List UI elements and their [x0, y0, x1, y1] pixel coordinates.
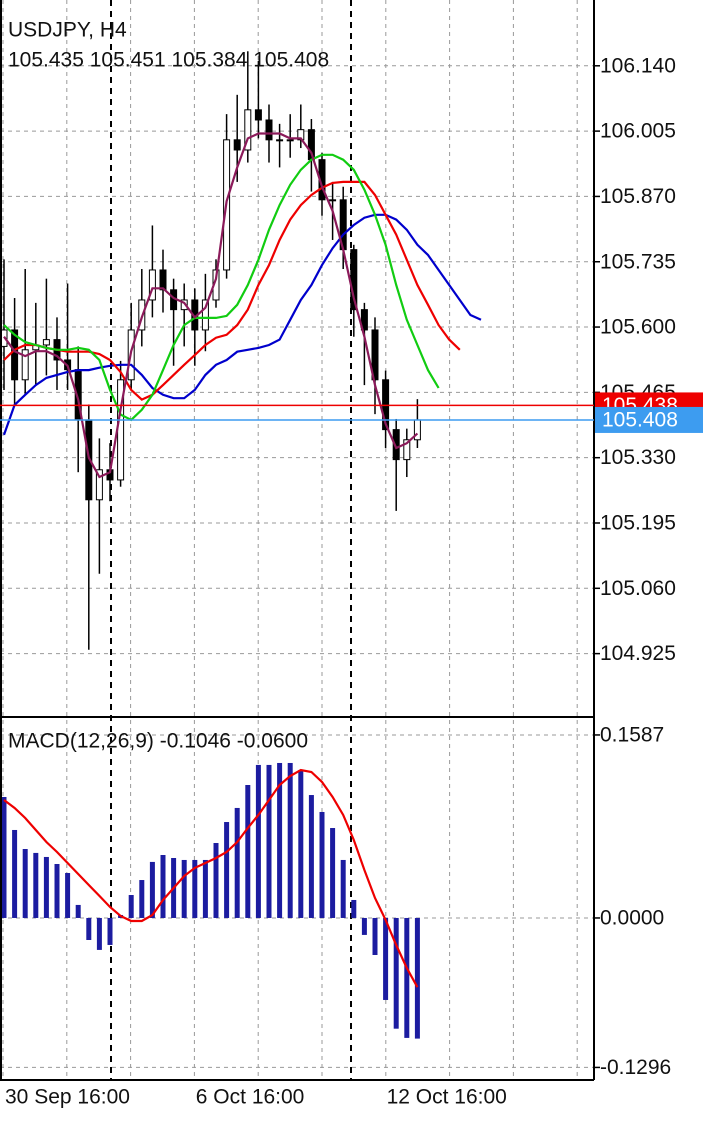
- macd-bar: [33, 852, 39, 918]
- candle-body: [233, 139, 241, 151]
- indicator-line: [3, 153, 440, 422]
- macd-bar: [308, 795, 314, 918]
- macd-bar: [139, 880, 145, 918]
- candle-body: [286, 139, 294, 142]
- candle-body: [329, 199, 337, 202]
- macd-bar: [277, 762, 283, 918]
- candle-body: [371, 329, 379, 381]
- macd-bar: [372, 917, 378, 955]
- y-tick-label: 106.005: [600, 120, 676, 143]
- candle-body: [265, 119, 273, 141]
- candle-body: [21, 349, 29, 381]
- macd-bar: [404, 917, 410, 1038]
- macd-bar: [22, 849, 28, 918]
- macd-bar: [75, 904, 81, 918]
- y-tick-label: 105.735: [600, 250, 676, 273]
- candle-body: [276, 139, 284, 142]
- y-tick-label: 105.330: [600, 446, 676, 469]
- candle-body: [360, 309, 368, 331]
- macd-bar: [96, 917, 102, 950]
- macd-bar: [202, 859, 208, 918]
- y-tick-label: -0.1296: [600, 1056, 671, 1079]
- candle-body: [201, 299, 209, 331]
- macd-bar: [192, 859, 198, 918]
- y-tick-label: 105.600: [600, 316, 676, 339]
- price-label: 105.408: [602, 408, 678, 431]
- macd-bar: [43, 856, 49, 918]
- macd-bar: [414, 917, 420, 1039]
- x-tick-label: 12 Oct 16:00: [387, 1086, 507, 1109]
- indicator-line: [2, 213, 482, 436]
- macd-bar: [224, 822, 230, 918]
- candle-body: [11, 329, 19, 381]
- macd-bar: [245, 785, 251, 918]
- macd-title: MACD(12,26,9) -0.1046 -0.0600: [8, 730, 308, 753]
- macd-bar: [128, 895, 134, 918]
- macd-bar: [54, 863, 60, 918]
- y-tick-label: 105.870: [600, 185, 676, 208]
- macd-bar: [393, 917, 399, 1029]
- macd-bar: [361, 917, 367, 935]
- macd-bar: [330, 828, 336, 918]
- macd-bar: [65, 872, 71, 918]
- macd-bar: [1, 796, 7, 918]
- macd-bar: [86, 917, 92, 940]
- macd-bar: [340, 859, 346, 918]
- ohlc-text: 105.435 105.451 105.384 105.408: [8, 49, 329, 72]
- y-tick-label: 106.140: [600, 54, 676, 77]
- symbol-title: USDJPY, H4: [8, 19, 127, 42]
- macd-bar: [149, 861, 155, 918]
- candle-body: [95, 469, 103, 501]
- macd-bar: [255, 764, 261, 918]
- candle-body: [42, 339, 50, 346]
- candle-body: [254, 109, 262, 121]
- macd-bar: [266, 764, 272, 918]
- macd-bar: [298, 770, 304, 918]
- macd-bar: [383, 917, 389, 1000]
- candle-body: [180, 299, 188, 311]
- plot: [0, 51, 594, 1068]
- y-tick-label: 0.0000: [600, 907, 664, 930]
- candle-body: [159, 269, 167, 291]
- macd-bar: [107, 917, 113, 945]
- macd-bar: [319, 811, 325, 918]
- y-tick-label: 0.1587: [600, 723, 664, 746]
- macd-bar: [160, 855, 166, 918]
- y-tick-label: 105.195: [600, 512, 676, 535]
- indicator-line: [3, 180, 461, 401]
- x-tick-label: 30 Sep 16:00: [5, 1086, 130, 1109]
- y-tick-label: 104.925: [600, 642, 676, 665]
- macd-bar: [351, 899, 357, 918]
- candle-body: [403, 439, 411, 461]
- price-label-box: [595, 406, 703, 433]
- macd-bar: [12, 829, 18, 918]
- candle-body: [392, 429, 400, 461]
- macd-bar: [287, 762, 293, 918]
- indicator-line: [3, 132, 419, 479]
- macd-bar: [234, 807, 240, 918]
- indicator-line: [3, 768, 419, 988]
- macd-bar: [181, 859, 187, 918]
- macd-bar: [213, 843, 219, 918]
- x-tick-label: 6 Oct 16:00: [196, 1086, 305, 1109]
- candle-body: [244, 109, 252, 151]
- candle-body: [148, 269, 156, 301]
- y-tick-label: 105.060: [600, 577, 676, 600]
